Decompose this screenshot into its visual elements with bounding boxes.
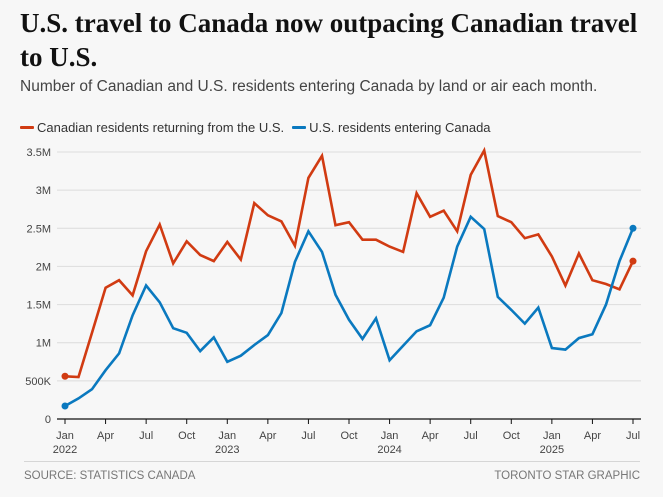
series-end-point [629,257,637,265]
x-tick-label: Apr [422,430,439,442]
x-tick-year-label: 2025 [540,444,564,456]
series-start-point [61,402,69,410]
y-tick-label: 1M [36,338,51,350]
legend-label-us: U.S. residents entering Canada [309,120,491,135]
series-line-canadian [63,146,635,379]
series-line-us [63,214,635,408]
x-tick-label: Oct [178,430,195,442]
credit-note: TORONTO STAR GRAPHIC [494,470,640,482]
x-tick-year-label: 2022 [53,444,77,456]
x-tick-label: Apr [584,430,601,442]
x-tick-label: Oct [340,430,357,442]
legend-swatch-us [292,126,307,129]
legend-item-canadian: Canadian residents returning from the U.… [20,120,284,135]
series-end-point [629,224,637,232]
x-tick-label: Jan [218,430,236,442]
chart-subtitle: Number of Canadian and U.S. residents en… [20,78,598,95]
y-tick-label: 0 [45,414,51,426]
legend: Canadian residents returning from the U.… [20,120,499,135]
y-tick-label: 500K [25,376,51,388]
y-tick-label: 1.5M [27,300,51,312]
x-tick-label: Jan [543,430,561,442]
legend-swatch-canadian [20,126,34,129]
legend-item-us: U.S. residents entering Canada [292,120,491,135]
x-tick-label: Jul [464,430,478,442]
legend-label-canadian: Canadian residents returning from the U.… [37,120,285,135]
source-note: SOURCE: STATISTICS CANADA [24,470,196,482]
y-tick-label: 2M [36,261,51,273]
x-tick-label: Oct [503,430,520,442]
y-tick-label: 3M [36,185,51,197]
x-tick-label: Apr [259,430,276,442]
y-tick-label: 3.5M [27,147,51,159]
series-start-point [61,372,69,380]
x-tick-label: Apr [97,430,114,442]
x-tick-year-label: 2024 [377,444,401,456]
x-tick-label: Jan [56,430,74,442]
x-tick-label: Jul [301,430,315,442]
x-tick-year-label: 2023 [215,444,239,456]
footer-divider [24,461,640,462]
chart-title: U.S. travel to Canada now outpacing Cana… [20,8,638,72]
x-tick-label: Jul [626,430,640,442]
x-tick-label: Jul [139,430,153,442]
x-tick-label: Jan [381,430,399,442]
y-tick-label: 2.5M [27,223,51,235]
